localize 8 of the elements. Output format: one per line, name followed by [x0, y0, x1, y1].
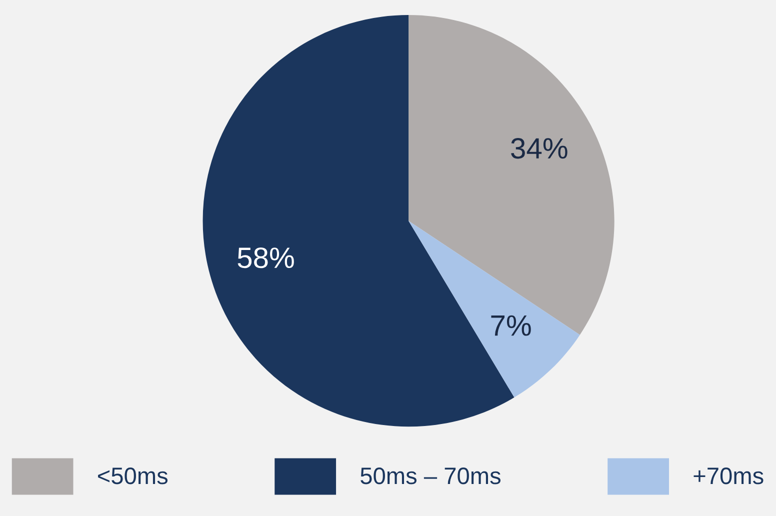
legend-label: +70ms	[694, 468, 764, 484]
legend-label: <50ms	[98, 468, 168, 484]
legend-label: 50ms – 70ms	[360, 468, 501, 484]
pie-slice	[408, 15, 614, 335]
data-label: 58%	[238, 248, 294, 268]
pie-slice	[408, 220, 580, 398]
data-label: 7%	[491, 315, 531, 336]
data-label: 34%	[511, 138, 568, 159]
